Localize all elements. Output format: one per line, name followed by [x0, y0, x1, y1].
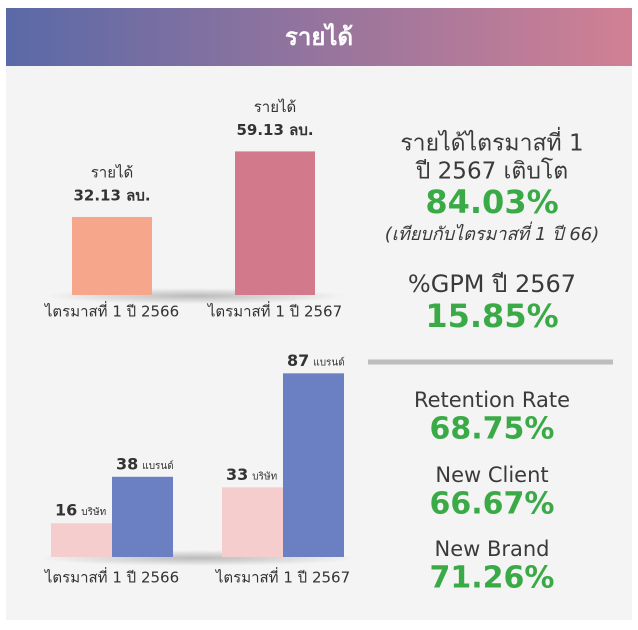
stats: รายได้ไตรมาสที่ 1 ปี 2567 เติบโต 84.03% … — [368, 127, 613, 596]
stat-title: New Brand — [434, 537, 549, 561]
value-label: 38 — [116, 454, 138, 473]
stat-value: 68.75% — [430, 412, 555, 447]
bar-caption: รายได้ — [254, 98, 297, 116]
stat-title: รายได้ไตรมาสที่ 1 — [400, 127, 583, 157]
stat-title: New Client — [435, 463, 548, 487]
value-label: 87 — [287, 351, 309, 370]
value-label: 16 — [55, 501, 77, 520]
x-tick-label: ไตรมาสที่ 1 ปี 2567 — [207, 301, 342, 321]
bar — [51, 523, 112, 557]
header-title: รายได้ — [285, 22, 353, 51]
stat-title: Retention Rate — [414, 388, 570, 412]
stat-note: (เทียบกับไตรมาสที่ 1 ปี 66) — [385, 221, 600, 245]
x-tick-label: ไตรมาสที่ 1 ปี 2566 — [44, 567, 179, 587]
value-label: 59.13 ลบ. — [236, 121, 313, 139]
series-name: แบรนด์ — [142, 460, 174, 472]
series-name: บริษัท — [81, 507, 106, 518]
stat-value: 71.26% — [430, 561, 555, 596]
series-name: บริษัท — [252, 471, 277, 482]
bar — [222, 487, 283, 557]
bar-caption: รายได้ — [91, 163, 134, 181]
stat-value: 15.85% — [425, 297, 558, 335]
stat-title: ปี 2567 เติบโต — [415, 158, 568, 185]
header-band — [6, 8, 632, 66]
bar — [112, 476, 173, 557]
stat-value: 66.67% — [430, 487, 555, 522]
bar — [283, 373, 344, 557]
value-label: 32.13 ลบ. — [73, 186, 150, 204]
value-label: 33 — [226, 465, 248, 484]
series-name: แบรนด์ — [313, 356, 345, 368]
stat-value: 84.03% — [425, 183, 558, 221]
x-tick-label: ไตรมาสที่ 1 ปี 2567 — [215, 567, 350, 587]
stat-title: %GPM ปี 2567 — [408, 270, 576, 298]
bar — [72, 216, 152, 295]
x-tick-label: ไตรมาสที่ 1 ปี 2566 — [44, 301, 179, 321]
bar — [235, 151, 315, 295]
